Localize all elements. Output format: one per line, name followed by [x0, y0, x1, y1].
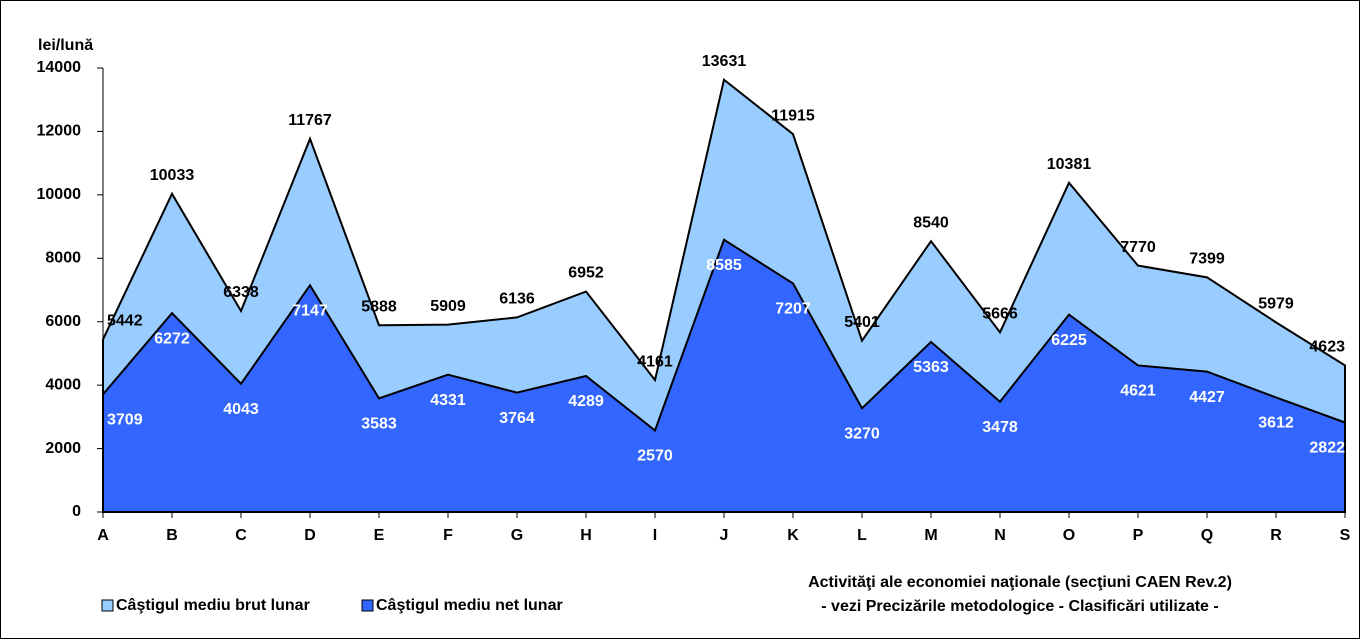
data-label: 4427 — [1189, 389, 1225, 406]
data-label: 4331 — [430, 392, 466, 409]
data-label: 4623 — [1309, 339, 1345, 356]
x-tick-label: J — [720, 527, 729, 544]
data-label: 5888 — [361, 298, 397, 315]
x-tick-label: D — [304, 527, 316, 544]
y-tick-label: 14000 — [37, 59, 82, 76]
x-tick-label: M — [924, 527, 937, 544]
x-tick-label: H — [580, 527, 592, 544]
data-label: 6272 — [154, 330, 190, 347]
y-tick-label: 2000 — [45, 440, 81, 457]
data-label: 4161 — [637, 353, 673, 370]
x-tick-label: A — [97, 527, 109, 544]
x-tick-label: E — [374, 527, 385, 544]
x-tick-label: P — [1133, 527, 1144, 544]
data-label: 5363 — [913, 359, 949, 376]
legend-label: Câştigul mediu net lunar — [376, 597, 563, 614]
data-label: 11915 — [771, 107, 815, 124]
x-tick-label: L — [857, 527, 867, 544]
data-label: 3612 — [1258, 415, 1294, 432]
data-label: 7399 — [1189, 251, 1225, 268]
y-tick-label: 6000 — [45, 313, 81, 330]
data-label: 6338 — [223, 284, 259, 301]
x-tick-label: S — [1340, 527, 1351, 544]
y-tick-label: 4000 — [45, 376, 81, 393]
data-label: 3478 — [982, 419, 1018, 436]
data-label: 8585 — [706, 257, 742, 274]
data-label: 7770 — [1120, 239, 1156, 256]
data-label: 13631 — [702, 53, 747, 70]
x-tick-label: B — [166, 527, 178, 544]
data-label: 6136 — [499, 291, 535, 308]
data-label: 4043 — [223, 401, 259, 418]
data-label: 5909 — [430, 298, 466, 315]
data-label: 6952 — [568, 265, 604, 282]
data-label: 2570 — [637, 448, 673, 465]
y-tick-label: 0 — [72, 503, 81, 520]
x-tick-label: O — [1063, 527, 1075, 544]
x-tick-label: F — [443, 527, 453, 544]
data-label: 3583 — [361, 416, 397, 433]
area — [102, 238, 1346, 513]
data-label: 10033 — [150, 167, 195, 184]
data-label: 6225 — [1051, 332, 1087, 349]
data-label: 3764 — [499, 410, 535, 427]
x-tick-label: R — [1270, 527, 1282, 544]
data-label: 7207 — [775, 301, 811, 318]
data-label: 4289 — [568, 393, 604, 410]
x-tick-label: I — [653, 527, 657, 544]
data-label: 8540 — [913, 214, 949, 231]
data-label: 3270 — [844, 426, 880, 443]
x-tick-label: N — [994, 527, 1006, 544]
y-tick-label: 12000 — [37, 123, 82, 140]
data-label: 5979 — [1258, 296, 1294, 313]
legend-swatch — [361, 599, 374, 612]
x-axis-title: - vezi Precizările metodologice - Clasif… — [821, 598, 1218, 615]
data-label: 3709 — [107, 412, 143, 429]
x-axis-title: Activităţi ale economiei naţionale (secţ… — [808, 574, 1232, 591]
data-label: 4621 — [1120, 383, 1156, 400]
data-label: 5442 — [107, 313, 143, 330]
legend-label: Câştigul mediu brut lunar — [116, 597, 310, 614]
x-tick-label: C — [235, 527, 247, 544]
data-label: 11767 — [288, 112, 332, 129]
x-tick-label: K — [787, 527, 799, 544]
y-tick-label: 8000 — [45, 250, 81, 267]
x-tick-label: Q — [1201, 527, 1213, 544]
data-label: 5401 — [844, 314, 880, 331]
data-label: 5666 — [982, 306, 1018, 323]
y-axis-title: lei/lună — [38, 37, 93, 54]
y-tick-label: 10000 — [37, 186, 82, 203]
data-label: 7147 — [292, 303, 328, 320]
data-label: 2822 — [1309, 440, 1345, 457]
data-label: 10381 — [1047, 156, 1092, 173]
x-tick-label: G — [511, 527, 523, 544]
legend-swatch — [101, 599, 114, 612]
